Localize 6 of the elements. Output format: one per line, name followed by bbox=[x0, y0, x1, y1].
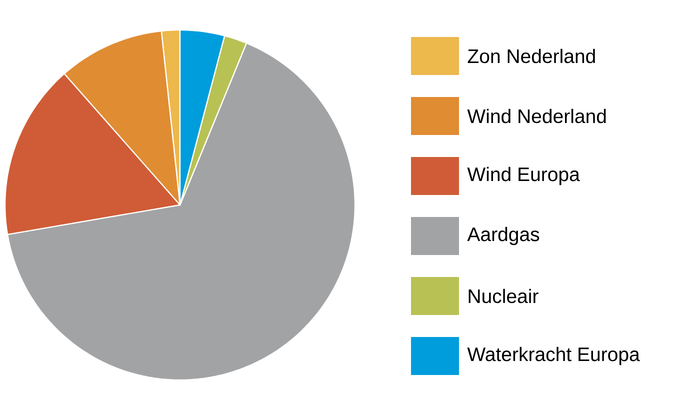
legend-label: Nucleair bbox=[468, 288, 538, 304]
legend-label: Waterkracht Europa bbox=[467, 346, 640, 366]
legend-label: Wind Nederland bbox=[467, 108, 606, 124]
legend-label: Wind Europa bbox=[467, 166, 580, 186]
legend-label: Aardgas bbox=[467, 226, 540, 246]
legend-label: Zon Nederland bbox=[468, 48, 595, 64]
